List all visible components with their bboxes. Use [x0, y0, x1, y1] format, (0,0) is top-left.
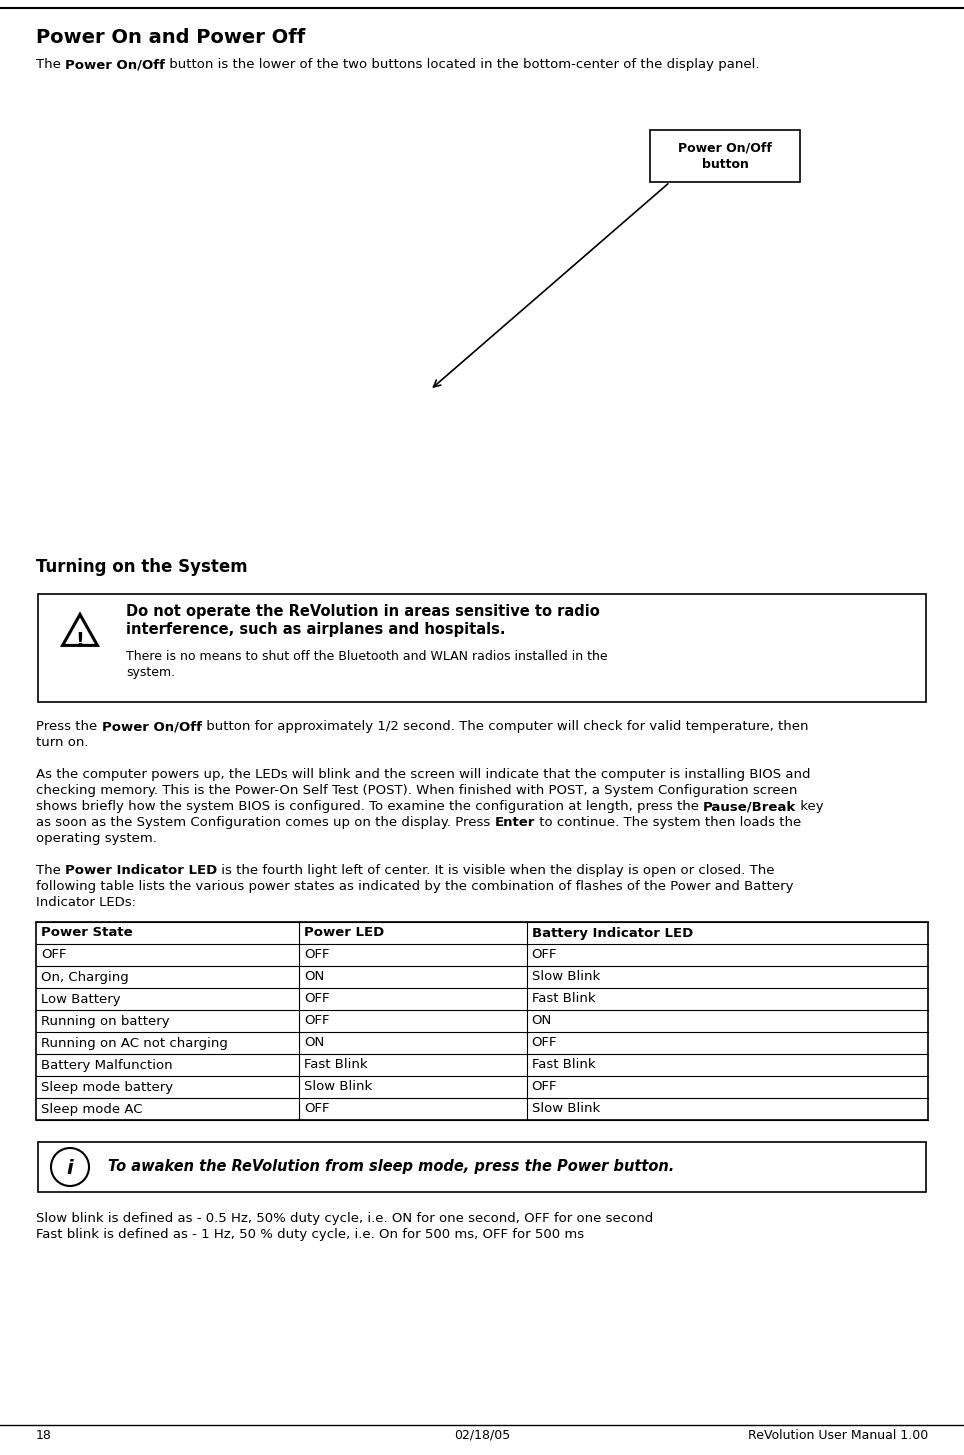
Text: Indicator LEDs:: Indicator LEDs:	[36, 896, 136, 909]
Text: Sleep mode battery: Sleep mode battery	[41, 1081, 174, 1094]
Bar	[38, 594, 926, 701]
Text: turn on.: turn on.	[36, 736, 89, 749]
Text: ON: ON	[304, 970, 325, 984]
Text: Power On/Off: Power On/Off	[101, 720, 201, 733]
Text: operating system.: operating system.	[36, 832, 157, 845]
Text: key: key	[796, 800, 824, 813]
Bar	[36, 922, 928, 1120]
Text: OFF: OFF	[304, 992, 330, 1005]
Text: Sleep mode AC: Sleep mode AC	[41, 1103, 143, 1116]
Text: button is the lower of the two buttons located in the bottom-center of the displ: button is the lower of the two buttons l…	[165, 58, 760, 71]
Text: Low Battery: Low Battery	[41, 992, 120, 1005]
Circle shape	[51, 1148, 89, 1186]
Text: following table lists the various power states as indicated by the combination o: following table lists the various power …	[36, 880, 793, 893]
Bar	[650, 129, 800, 182]
Text: !: !	[75, 630, 85, 649]
Text: Press the: Press the	[36, 720, 101, 733]
Text: to continue. The system then loads the: to continue. The system then loads the	[535, 816, 801, 829]
Text: Enter: Enter	[495, 816, 535, 829]
Text: To awaken the ReVolution from sleep mode, press the Power button.: To awaken the ReVolution from sleep mode…	[108, 1160, 674, 1174]
Text: Slow Blink: Slow Blink	[304, 1081, 372, 1094]
Text: OFF: OFF	[304, 1103, 330, 1116]
Text: Slow Blink: Slow Blink	[531, 1103, 600, 1116]
Text: Fast blink is defined as - 1 Hz, 50 % duty cycle, i.e. On for 500 ms, OFF for 50: Fast blink is defined as - 1 Hz, 50 % du…	[36, 1228, 584, 1241]
Text: Pause/Break: Pause/Break	[704, 800, 796, 813]
Text: Battery Indicator LED: Battery Indicator LED	[531, 927, 693, 940]
Text: Fast Blink: Fast Blink	[531, 1058, 595, 1071]
Text: The: The	[36, 58, 66, 71]
Text: Slow blink is defined as - 0.5 Hz, 50% duty cycle, i.e. ON for one second, OFF f: Slow blink is defined as - 0.5 Hz, 50% d…	[36, 1212, 654, 1225]
Text: As the computer powers up, the LEDs will blink and the screen will indicate that: As the computer powers up, the LEDs will…	[36, 768, 811, 781]
Text: Fast Blink: Fast Blink	[304, 1058, 367, 1071]
Bar	[38, 1142, 926, 1192]
Text: Turning on the System: Turning on the System	[36, 559, 248, 576]
Text: Running on battery: Running on battery	[41, 1014, 170, 1027]
Text: OFF: OFF	[304, 1014, 330, 1027]
Text: shows briefly how the system BIOS is configured. To examine the configuration at: shows briefly how the system BIOS is con…	[36, 800, 704, 813]
Text: i: i	[67, 1160, 73, 1179]
Text: ON: ON	[304, 1036, 325, 1049]
Text: There is no means to shut off the Bluetooth and WLAN radios installed in the: There is no means to shut off the Blueto…	[126, 650, 607, 663]
Text: Power LED: Power LED	[304, 927, 385, 940]
Text: OFF: OFF	[41, 949, 67, 962]
Text: Battery Malfunction: Battery Malfunction	[41, 1058, 173, 1071]
Text: OFF: OFF	[531, 949, 557, 962]
Text: button: button	[702, 159, 748, 172]
Text: Running on AC not charging: Running on AC not charging	[41, 1036, 228, 1049]
Text: Power On/Off: Power On/Off	[66, 58, 165, 71]
Text: The: The	[36, 864, 66, 877]
Polygon shape	[63, 614, 97, 646]
Text: ReVolution User Manual 1.00: ReVolution User Manual 1.00	[748, 1429, 928, 1442]
Text: OFF: OFF	[531, 1036, 557, 1049]
Text: Do not operate the ReVolution in areas sensitive to radio: Do not operate the ReVolution in areas s…	[126, 604, 600, 618]
Text: Fast Blink: Fast Blink	[531, 992, 595, 1005]
Text: button for approximately 1/2 second. The computer will check for valid temperatu: button for approximately 1/2 second. The…	[201, 720, 808, 733]
Text: checking memory. This is the Power-On Self Test (POST). When finished with POST,: checking memory. This is the Power-On Se…	[36, 784, 797, 797]
Text: Power On and Power Off: Power On and Power Off	[36, 28, 306, 47]
Text: OFF: OFF	[531, 1081, 557, 1094]
Text: system.: system.	[126, 666, 175, 679]
Text: is the fourth light left of center. It is visible when the display is open or cl: is the fourth light left of center. It i…	[217, 864, 775, 877]
Text: Power Indicator LED: Power Indicator LED	[66, 864, 217, 877]
Text: as soon as the System Configuration comes up on the display. Press: as soon as the System Configuration come…	[36, 816, 495, 829]
Text: ON: ON	[531, 1014, 551, 1027]
Text: 02/18/05: 02/18/05	[454, 1429, 510, 1442]
Text: Power State: Power State	[41, 927, 133, 940]
Text: Power On/Off: Power On/Off	[678, 141, 772, 154]
Text: 18: 18	[36, 1429, 52, 1442]
Text: On, Charging: On, Charging	[41, 970, 129, 984]
Text: Slow Blink: Slow Blink	[531, 970, 600, 984]
Text: OFF: OFF	[304, 949, 330, 962]
Text: interference, such as airplanes and hospitals.: interference, such as airplanes and hosp…	[126, 621, 505, 637]
